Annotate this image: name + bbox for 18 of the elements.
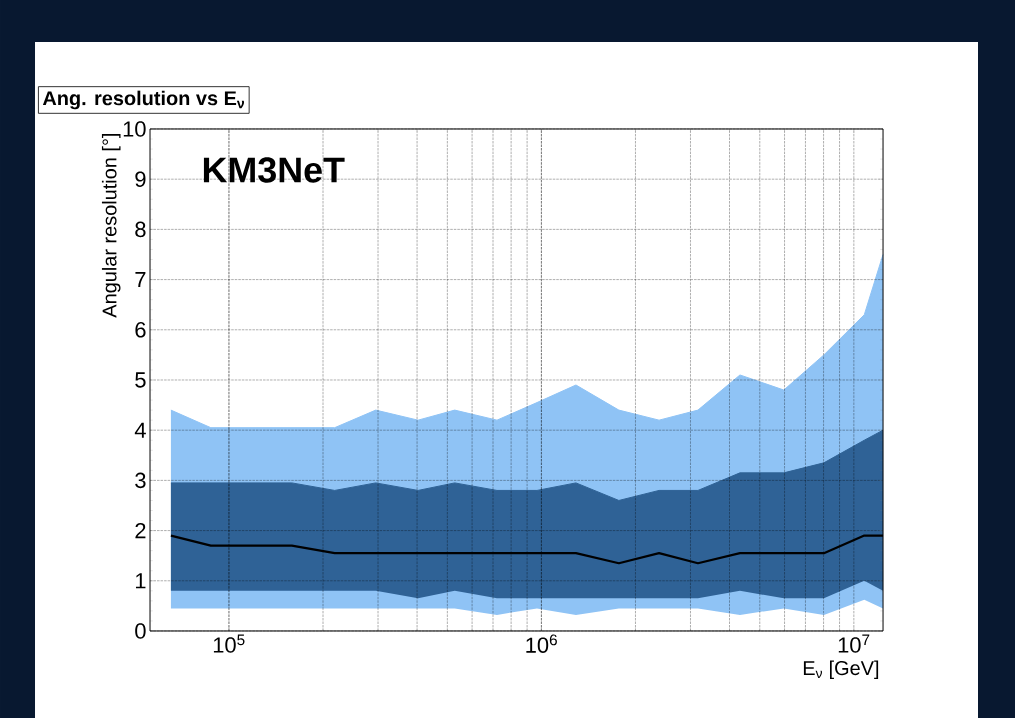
y-tick-label: 5	[135, 372, 146, 388]
y-tick-label: 2	[135, 522, 146, 539]
y-tick-label: 4	[134, 422, 146, 438]
y-tick-label: 8	[135, 221, 146, 238]
x-axis-title: E$_{ν}$ [GeV]	[803, 660, 879, 680]
x-tick-label: 10$^{5}$	[213, 634, 245, 653]
annotation: KM3NeT	[203, 157, 345, 183]
y-tick-label: 3	[135, 472, 146, 489]
y-tick-label: 0	[135, 623, 146, 639]
y-tick-label: 10	[123, 121, 146, 137]
y-axis-title: Angular resolution [°]	[101, 133, 121, 318]
x-tick-label: 10$^{6}$	[526, 634, 557, 653]
x-tick-label: 10$^{7}$	[838, 634, 870, 653]
chart-title: Ang. resolution vs E$_{ν}$	[42, 90, 245, 110]
y-tick-label: 9	[135, 171, 146, 187]
y-tick-label: 6	[135, 322, 146, 338]
y-tick-label: 1	[135, 573, 146, 589]
y-tick-label: 7	[135, 272, 146, 288]
